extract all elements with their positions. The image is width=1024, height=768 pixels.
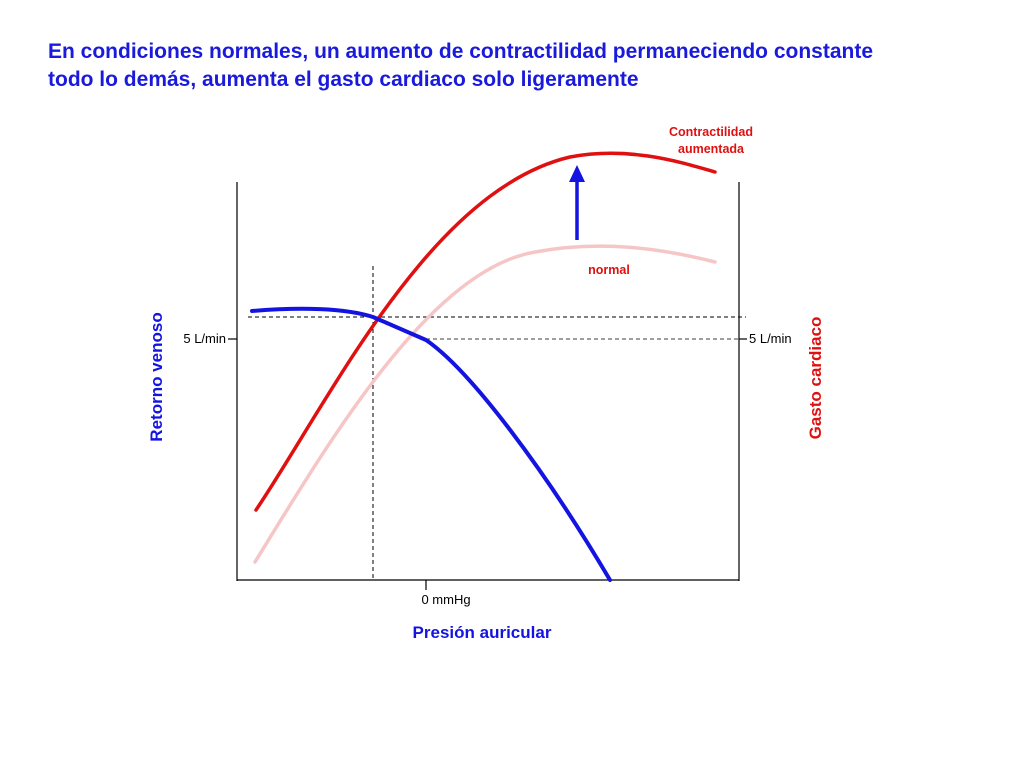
cardiac-output-increased-curve bbox=[254, 151, 717, 512]
arrow-up-icon bbox=[569, 165, 585, 240]
left-axis-title: Retorno venoso bbox=[147, 312, 166, 441]
x-axis-title: Presión auricular bbox=[413, 623, 552, 642]
title-line-1: En condiciones normales, un aumento de c… bbox=[48, 40, 873, 63]
contractility-label-line1: Contractilidad bbox=[669, 125, 753, 139]
guide-lines bbox=[248, 266, 746, 581]
contractility-label-line2: aumentada bbox=[678, 142, 745, 156]
right-axis-title: Gasto cardiaco bbox=[806, 317, 825, 440]
cardiac-output-normal-curve bbox=[253, 244, 717, 564]
left-tick-label: 5 L/min bbox=[183, 331, 226, 346]
slide-title: En condiciones normales, un aumento de c… bbox=[48, 38, 1008, 94]
axes bbox=[228, 182, 747, 590]
venous-return-curve bbox=[250, 306, 612, 582]
title-line-2: todo lo demás, aumenta el gasto cardiaco… bbox=[48, 68, 639, 91]
right-tick-label: 5 L/min bbox=[749, 331, 792, 346]
normal-label: normal bbox=[588, 263, 630, 277]
x-tick-label: 0 mmHg bbox=[421, 592, 470, 607]
